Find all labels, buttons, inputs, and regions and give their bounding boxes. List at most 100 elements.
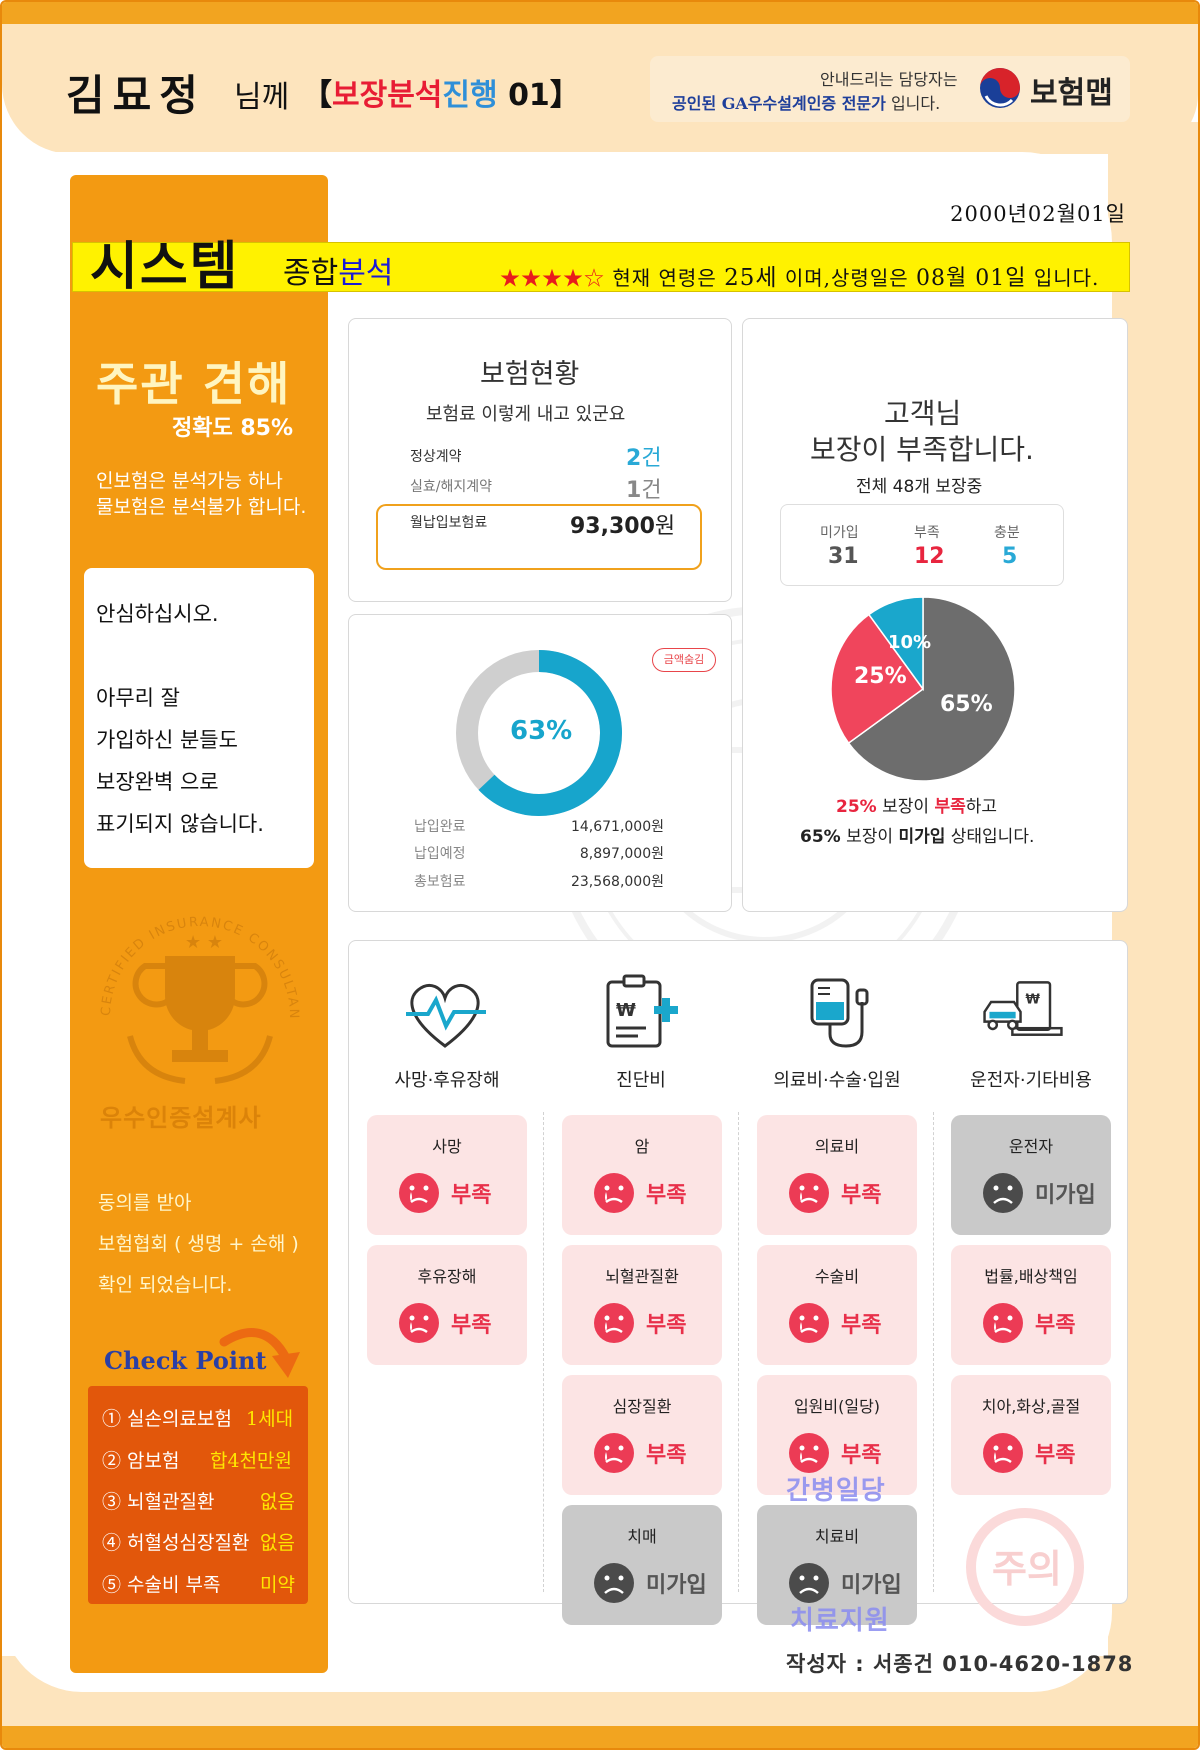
coverage-tile[interactable]: 법률,배상책임 부족 <box>951 1245 1111 1365</box>
coverage-tile[interactable]: 암 부족 <box>562 1115 722 1235</box>
enough-value: 5 <box>1002 544 1018 569</box>
coverage-tile[interactable]: 뇌혈관질환 부족 <box>562 1245 722 1365</box>
premium-unit: 원 <box>654 514 676 539</box>
coverage-lack-line1: 고객님 <box>884 397 962 430</box>
monthly-premium: 93,300원 <box>570 508 675 540</box>
age-note: ★★★★☆ 현재 연령은 25세 이며,상령일은 08월 01일 입니다. <box>500 258 1099 292</box>
system-subtitle-a: 종합 <box>283 256 339 291</box>
coverage-lack-line2: 보장이 부족합니다. <box>810 433 1034 466</box>
insurance-status-subtitle: 보험료 이렇게 내고 있군요 <box>426 404 626 425</box>
top-stripe <box>2 2 1198 24</box>
pie-slice-enough <box>867 596 924 692</box>
coverage-status: 미가입 <box>841 1573 902 1598</box>
normal-contract-count: 2건 <box>626 440 662 472</box>
insurance-status-title: 보험현황 <box>480 359 580 390</box>
not-joined-label: 미가입 <box>820 525 859 541</box>
checkpoint-value: 없음 <box>260 1532 295 1554</box>
age-note-c: 입니다. <box>1026 266 1100 290</box>
coverage-lack-sub: 전체 48개 보장중 <box>856 477 983 497</box>
checkpoint-value: 1세대 <box>246 1408 294 1430</box>
checkpoint-value: 미약 <box>260 1574 295 1596</box>
reassure-line: 표기되지 않습니다. <box>96 812 264 836</box>
coverage-name: 수술비 <box>814 1267 860 1286</box>
report-title: 【보장분석진행 01】 <box>302 70 580 114</box>
title-red: 보장분석 <box>332 78 443 113</box>
lacking-label: 부족 <box>914 525 940 541</box>
reassure-line: 아무리 잘 <box>96 686 180 710</box>
coverage-tile[interactable]: 후유장해 부족 <box>367 1245 527 1365</box>
crying-face-icon <box>789 1433 829 1473</box>
coverage-tile[interactable]: 치아,화상,골절 부족 <box>951 1375 1111 1495</box>
iv-drip-icon <box>810 978 869 1048</box>
system-subtitle-b: 분석 <box>338 256 394 291</box>
pie-note2-a: 보장이 <box>840 827 899 847</box>
payment-value: 8,897,000원 <box>579 846 664 862</box>
coverage-status: 미가입 <box>1035 1183 1096 1208</box>
sad-face-icon <box>594 1563 634 1603</box>
monthly-premium-label: 월납입보험료 <box>410 515 488 531</box>
agent-box <box>650 56 1130 122</box>
normal-contract-label: 정상계약 <box>410 449 462 465</box>
coverage-status: 부족 <box>451 1183 492 1208</box>
coverage-name: 후유장해 <box>417 1267 477 1286</box>
system-subtitle: 종합분석 <box>283 248 393 292</box>
checkpoint-label: ① 실손의료보험 <box>102 1408 232 1430</box>
donut-percent: 63% <box>510 716 573 746</box>
payment-donut-chart <box>456 650 622 816</box>
category-label: 의료비·수술·입원 <box>773 1070 901 1091</box>
coverage-status: 부족 <box>646 1443 687 1468</box>
payment-label: 납입완료 <box>414 819 466 835</box>
pie-label-lacking: 25% <box>854 664 907 689</box>
checkpoint-value: 없음 <box>260 1491 295 1513</box>
coverage-name: 치료비 <box>814 1527 860 1546</box>
coverage-tile[interactable]: 입원비(일당) 부족 <box>757 1375 917 1495</box>
rating-stars: ★★★★☆ <box>500 266 605 290</box>
coverage-name: 운전자 <box>1008 1137 1054 1156</box>
agree-line: 보험협회 ( 생명 + 손해 ) <box>98 1233 299 1255</box>
checkpoint-label: ⑤ 수술비 부족 <box>102 1574 221 1596</box>
checkpoint-label: ④ 허혈성심장질환 <box>102 1532 250 1554</box>
coverage-pie-chart <box>830 596 1016 782</box>
crying-face-icon <box>983 1433 1023 1473</box>
car-icon: ₩ <box>983 981 1063 1036</box>
column-divider <box>738 1112 739 1592</box>
count-unit: 건 <box>641 446 662 471</box>
hide-amount-badge[interactable]: 금액숨김 <box>652 648 716 672</box>
count-unit: 건 <box>641 478 662 503</box>
coverage-status: 부족 <box>841 1313 882 1338</box>
coverage-summary-box <box>780 504 1064 586</box>
pie-note1-b: 하고 <box>965 797 997 817</box>
report-date: 2000년02월01일 <box>950 202 1126 226</box>
not-joined-value: 31 <box>828 544 859 569</box>
coverage-tile[interactable]: 사망 부족 <box>367 1115 527 1235</box>
sad-face-icon <box>789 1563 829 1603</box>
checkpoint-value: 합4천만원 <box>210 1450 293 1472</box>
brand-name: 보험맵 <box>1030 76 1113 111</box>
coverage-name: 암 <box>634 1137 650 1156</box>
crying-face-icon <box>594 1173 634 1213</box>
payment-value: 14,671,000원 <box>570 819 664 835</box>
column-divider <box>543 1112 544 1592</box>
opinion-line1: 인보험은 분석가능 하나 <box>96 470 283 492</box>
coverage-status: 미가입 <box>646 1573 707 1598</box>
age-note-a: 현재 연령은 <box>605 266 725 290</box>
crying-face-icon <box>789 1303 829 1343</box>
coverage-tile[interactable]: 의료비 부족 <box>757 1115 917 1235</box>
agent-line2: 공인된 GA우수설계인증 전문가 입니다. <box>672 90 940 114</box>
title-bracket-close: 】 <box>549 78 580 113</box>
lapsed-contract-count: 1건 <box>626 472 662 504</box>
category-label: 사망·후유장해 <box>394 1070 500 1091</box>
treatment-support-overlay-text: 치료지원 <box>790 1606 890 1636</box>
opinion-line2: 물보험은 분석불가 합니다. <box>96 496 307 518</box>
pie-note1-red: 부족 <box>934 797 966 817</box>
crying-face-icon <box>399 1303 439 1343</box>
customer-suffix: 님께 <box>234 80 290 115</box>
payment-label: 납입예정 <box>414 846 466 862</box>
coverage-name: 치매 <box>627 1527 657 1546</box>
coverage-name: 심장질환 <box>612 1397 672 1416</box>
